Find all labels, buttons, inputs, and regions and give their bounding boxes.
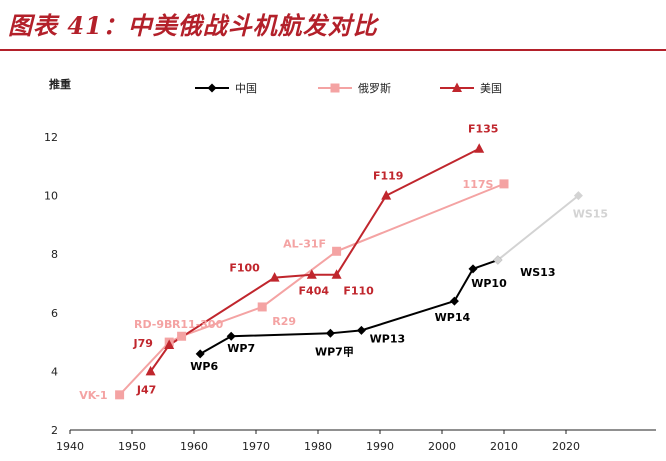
series-2-marker xyxy=(381,190,392,200)
point-label: VK-1 xyxy=(79,389,107,402)
x-tick-label: 1950 xyxy=(118,440,146,453)
series-0-marker xyxy=(449,296,459,306)
series-2-marker xyxy=(306,269,317,279)
point-label: WS15 xyxy=(573,208,608,221)
point-label: WP10 xyxy=(471,277,507,290)
legend-label: 美国 xyxy=(480,82,502,95)
point-label: J47 xyxy=(136,383,156,396)
legend-label: 中国 xyxy=(235,82,257,95)
series-markers-layer xyxy=(115,143,583,400)
series-1-marker xyxy=(499,179,509,189)
series-0-marker xyxy=(226,331,236,341)
series-0-marker xyxy=(356,325,366,335)
series-1-marker xyxy=(257,302,267,312)
point-label: F404 xyxy=(299,285,330,298)
point-label: F110 xyxy=(343,285,374,298)
y-tick-label: 6 xyxy=(51,307,58,320)
series-2-marker xyxy=(269,272,280,282)
point-label: F135 xyxy=(468,123,498,136)
series-3-marker xyxy=(493,255,503,265)
series-2-marker xyxy=(164,339,175,350)
series-1-marker xyxy=(177,331,187,341)
series-0-marker xyxy=(195,349,205,359)
series-1-marker xyxy=(115,390,125,400)
series-1-marker xyxy=(332,246,342,256)
x-tick-label: 2000 xyxy=(428,440,456,453)
point-label: WP6 xyxy=(190,360,218,373)
x-tick-label: 2010 xyxy=(490,440,518,453)
point-label: RD-9B xyxy=(134,318,172,331)
title-divider xyxy=(0,49,666,51)
legend-swatch-marker xyxy=(452,82,462,92)
series-0-marker xyxy=(468,264,478,274)
series-line-3 xyxy=(497,194,580,261)
point-label: WP7 xyxy=(227,342,255,355)
series-2-marker xyxy=(331,269,342,279)
point-label: WP14 xyxy=(435,311,471,324)
point-label: WP7甲 xyxy=(315,345,354,358)
series-2-marker xyxy=(145,365,156,376)
point-label: R29 xyxy=(272,315,296,328)
point-label: 117S xyxy=(463,178,494,191)
x-tick-label: 1980 xyxy=(304,440,332,453)
legend-swatch-marker xyxy=(330,83,340,93)
x-tick-label: 1940 xyxy=(56,440,84,453)
y-tick-label: 8 xyxy=(51,248,58,261)
point-label: AL-31F xyxy=(283,237,326,250)
y-tick-label: 12 xyxy=(44,131,58,144)
point-label: WS13 xyxy=(520,266,555,279)
series-2-marker xyxy=(474,143,485,153)
point-label: WP13 xyxy=(370,332,406,345)
y-tick-label: 10 xyxy=(44,190,58,203)
series-3-marker xyxy=(573,191,583,201)
x-tick-label: 1960 xyxy=(180,440,208,453)
point-label: R11-300 xyxy=(172,318,224,331)
figure-title: 图表 41：中美俄战斗机航发对比 xyxy=(8,11,378,40)
y-tick-label: 4 xyxy=(51,365,58,378)
legend-swatch-marker xyxy=(207,83,217,93)
x-tick-label: 1990 xyxy=(366,440,394,453)
point-label: J79 xyxy=(132,337,152,350)
y-tick-label: 2 xyxy=(51,424,58,437)
series-0-marker xyxy=(325,328,335,338)
x-tick-label: 2020 xyxy=(552,440,580,453)
legend: 中国 俄罗斯 美国 xyxy=(195,82,502,95)
x-tick-label: 1970 xyxy=(242,440,270,453)
series-line-1 xyxy=(118,182,505,396)
point-label: F119 xyxy=(373,170,403,183)
y-axis-label: 推重 xyxy=(49,77,71,91)
legend-label: 俄罗斯 xyxy=(358,82,391,95)
point-label: F100 xyxy=(229,262,260,275)
axes-layer: 1940 1950 1960 1970 1980 1990 2000 2010 2020 2 4 6 8… xyxy=(44,77,656,453)
point-labels-layer: WP6 WP7 WP7甲 WP13 WP14 WP10 WS13 VK-1 RD-9B R11-3… xyxy=(79,123,608,402)
series-line-2 xyxy=(149,147,480,372)
